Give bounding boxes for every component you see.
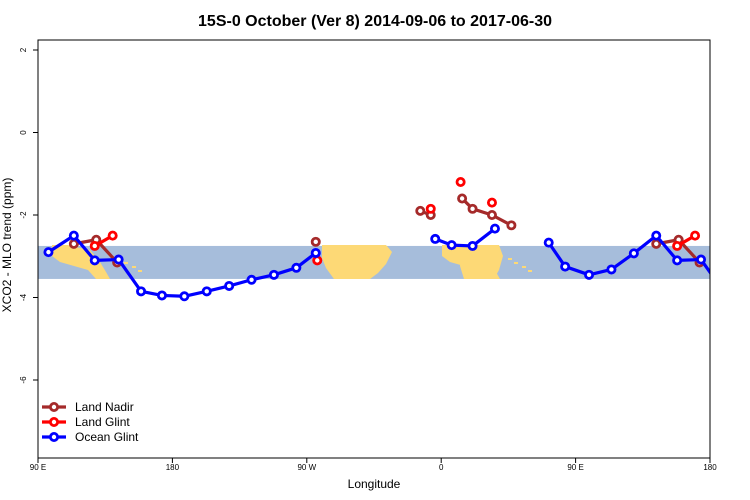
data-point bbox=[651, 230, 662, 241]
data-point bbox=[672, 255, 683, 266]
data-point bbox=[43, 247, 54, 258]
x-tick-label: 180 bbox=[166, 463, 180, 472]
data-point bbox=[224, 280, 235, 291]
data-point bbox=[113, 254, 124, 265]
data-point bbox=[690, 230, 701, 241]
legend-swatch-point bbox=[49, 401, 60, 412]
data-point bbox=[68, 230, 79, 241]
y-axis: -6 -4 -2 0 2 bbox=[19, 47, 38, 384]
legend-item: Ocean Glint bbox=[42, 430, 139, 444]
series-land-glint bbox=[89, 176, 701, 266]
data-point bbox=[310, 247, 321, 258]
data-point bbox=[467, 240, 478, 251]
series-line bbox=[460, 197, 513, 227]
data-point bbox=[415, 205, 426, 216]
legend-label: Land Nadir bbox=[75, 400, 134, 414]
legend-label: Ocean Glint bbox=[75, 430, 139, 444]
land-shape bbox=[460, 245, 503, 279]
x-tick-label: 90 E bbox=[567, 463, 583, 472]
x-tick-label: 0 bbox=[439, 463, 444, 472]
y-axis-label: XCO2 - MLO trend (ppm) bbox=[0, 178, 14, 313]
data-point bbox=[696, 254, 707, 265]
data-point bbox=[136, 286, 147, 297]
data-point bbox=[89, 240, 100, 251]
legend-item: Land Nadir bbox=[42, 400, 134, 414]
y-tick-label: -2 bbox=[19, 211, 28, 219]
data-point bbox=[425, 203, 436, 214]
data-point bbox=[506, 220, 517, 231]
series-line bbox=[434, 227, 496, 248]
island-shape bbox=[124, 262, 128, 264]
data-point bbox=[489, 223, 500, 234]
data-point bbox=[107, 230, 118, 241]
data-point bbox=[584, 269, 595, 280]
data-point bbox=[606, 264, 617, 275]
data-point bbox=[268, 269, 279, 280]
data-point bbox=[179, 291, 190, 302]
data-point bbox=[486, 197, 497, 208]
legend-label: Land Glint bbox=[75, 415, 130, 429]
series-ocean-glint bbox=[43, 223, 748, 302]
data-point bbox=[543, 237, 554, 248]
data-point bbox=[628, 248, 639, 259]
data-point bbox=[741, 292, 748, 299]
land-shape bbox=[322, 245, 392, 279]
island-shape bbox=[508, 258, 512, 260]
data-point bbox=[430, 233, 441, 244]
series-line bbox=[547, 234, 710, 277]
island-shape bbox=[138, 270, 142, 272]
x-tick-label: 90 E bbox=[30, 463, 46, 472]
data-point bbox=[310, 236, 321, 247]
island-shape bbox=[528, 270, 532, 272]
data-point bbox=[89, 255, 100, 266]
data-point bbox=[291, 262, 302, 273]
data-point bbox=[467, 203, 478, 214]
y-tick-label: 0 bbox=[19, 130, 28, 135]
data-point bbox=[446, 240, 457, 251]
y-tick-label: 2 bbox=[19, 47, 28, 52]
data-point bbox=[312, 255, 323, 266]
data-point bbox=[156, 290, 167, 301]
data-point bbox=[486, 209, 497, 220]
data-point bbox=[560, 261, 571, 272]
map-band bbox=[38, 245, 710, 279]
data-point bbox=[201, 286, 212, 297]
data-point bbox=[68, 238, 79, 249]
chart-title: 15S-0 October (Ver 8) 2014-09-06 to 2017… bbox=[198, 13, 552, 30]
x-tick-label: 180 bbox=[703, 463, 717, 472]
data-point bbox=[246, 274, 257, 285]
island-shape bbox=[522, 266, 526, 268]
x-tick-label: 90 W bbox=[297, 463, 316, 472]
y-tick-label: -6 bbox=[19, 376, 28, 384]
legend-item: Land Glint bbox=[42, 415, 130, 429]
y-tick-label: -4 bbox=[19, 293, 28, 301]
data-point bbox=[455, 176, 466, 187]
data-point bbox=[457, 193, 468, 204]
data-point bbox=[651, 238, 662, 249]
plot-frame bbox=[37, 39, 711, 459]
island-shape bbox=[514, 262, 518, 264]
series-layer bbox=[43, 176, 748, 302]
x-axis-label: Longitude bbox=[348, 477, 401, 491]
legend-swatch-point bbox=[49, 431, 60, 442]
land-shape bbox=[52, 245, 110, 279]
data-point bbox=[720, 288, 727, 295]
legend-swatch-point bbox=[49, 416, 60, 427]
data-point bbox=[672, 240, 683, 251]
x-axis: 90 E 180 90 W 0 90 E 180 bbox=[30, 458, 717, 472]
island-shape bbox=[132, 266, 136, 268]
